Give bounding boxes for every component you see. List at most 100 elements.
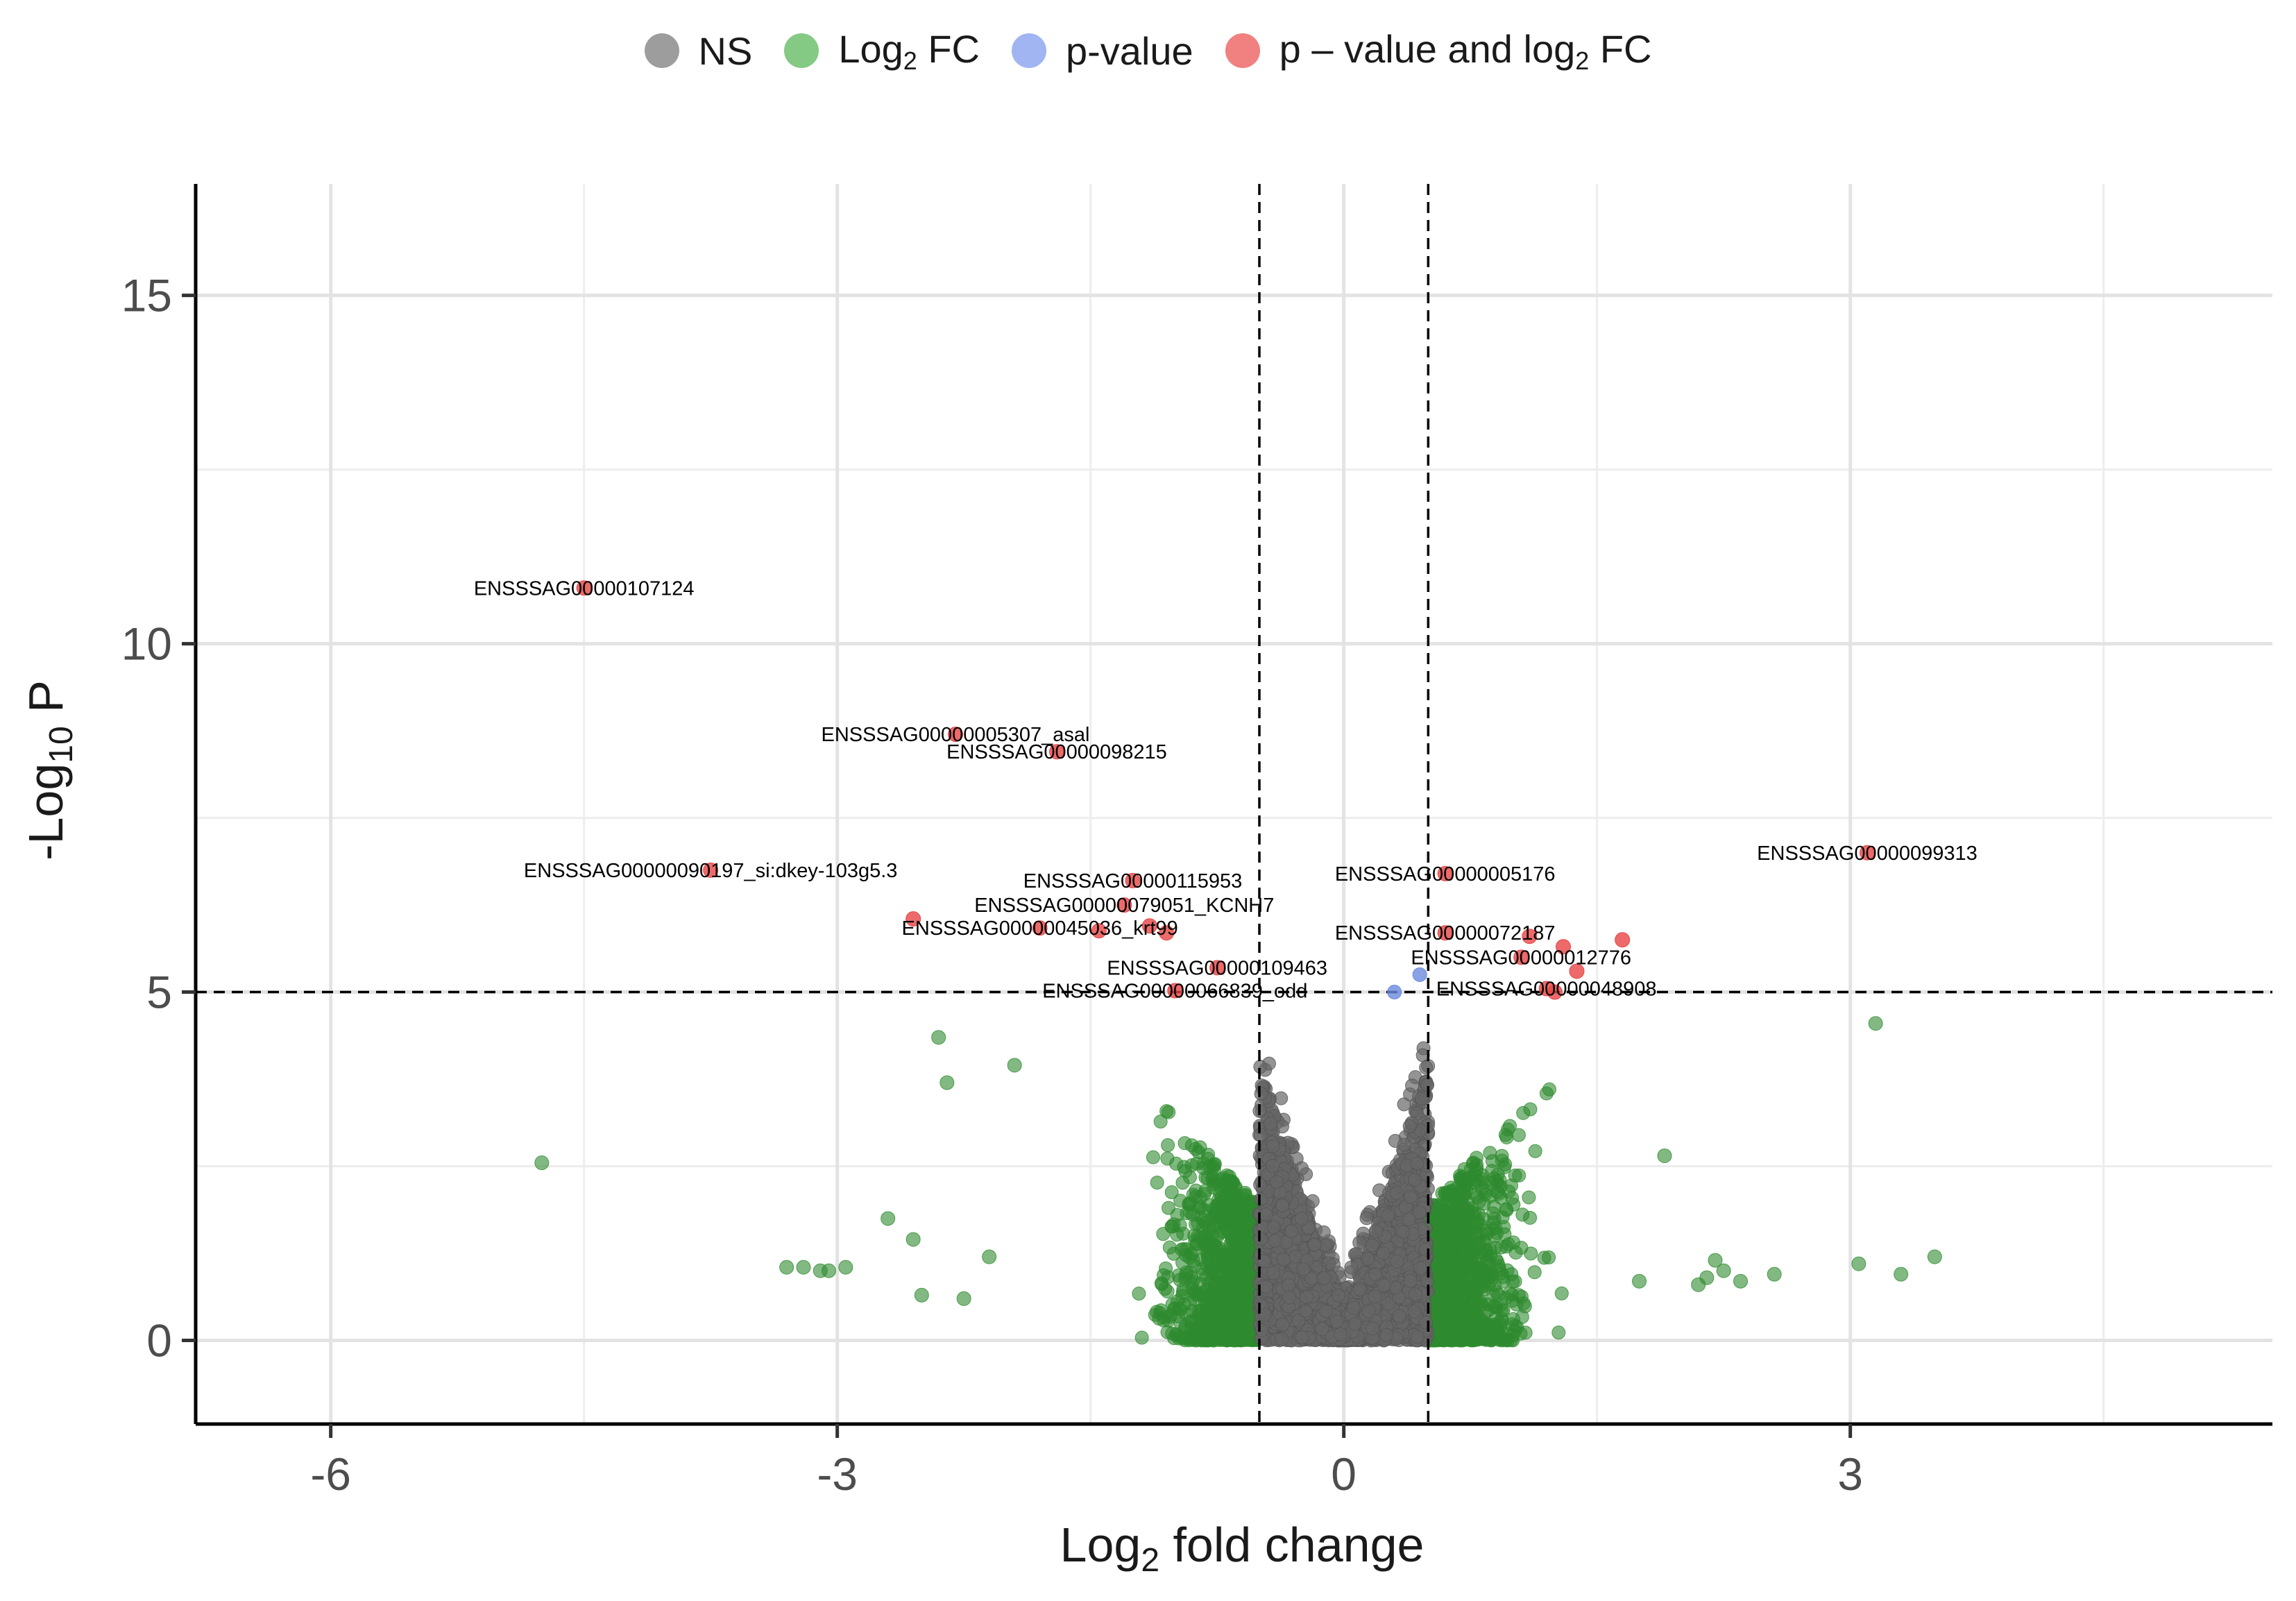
point-ns [1408, 1287, 1422, 1302]
point-log2fc [1537, 1251, 1551, 1265]
point-log2fc [1214, 1282, 1228, 1296]
point-ns [1265, 1158, 1279, 1173]
point-ns [1307, 1237, 1322, 1252]
point-ns [1254, 1192, 1268, 1207]
point-log2fc [1851, 1256, 1866, 1271]
point-log2fc [1161, 1313, 1175, 1328]
point-log2fc [1191, 1229, 1205, 1244]
point-ns [1407, 1305, 1422, 1319]
point-log2fc [1504, 1178, 1519, 1193]
point-log2fc [1472, 1194, 1486, 1209]
y-tick-label: 10 [121, 618, 172, 670]
point-log2fc [1868, 1016, 1883, 1031]
point-ns [1254, 1087, 1268, 1101]
point-log2fc [1235, 1309, 1250, 1323]
point-log2fc [905, 1232, 921, 1247]
point-ns [1259, 1280, 1273, 1294]
point-ns [1253, 1232, 1268, 1246]
point-ns [1389, 1186, 1404, 1201]
point-ns [1344, 1260, 1359, 1275]
point-ns [1263, 1117, 1277, 1131]
point-ns [1409, 1156, 1424, 1171]
point-log2fc [1465, 1156, 1480, 1171]
point-log2fc [1132, 1287, 1146, 1301]
point-ns [1329, 1314, 1344, 1329]
point-log2fc [1468, 1273, 1483, 1287]
point-log2fc [1193, 1140, 1207, 1155]
point-ns [1413, 1261, 1428, 1276]
point-log2fc [1178, 1164, 1193, 1178]
point-ns [1294, 1212, 1309, 1226]
point-ns [1284, 1224, 1299, 1239]
point-ns [1368, 1267, 1383, 1282]
point-ns [1410, 1330, 1425, 1344]
point-log2fc [1716, 1263, 1731, 1278]
point-ns [1295, 1161, 1309, 1176]
point-log2fc [1196, 1203, 1211, 1217]
point-log2fc [1198, 1216, 1213, 1230]
point-ns [1298, 1303, 1313, 1318]
point-ns [1414, 1092, 1429, 1106]
point-log2fc [1494, 1298, 1508, 1312]
point-log2fc [1201, 1247, 1216, 1262]
point-log2fc [1007, 1058, 1022, 1073]
point-log2fc [779, 1260, 794, 1275]
point-log2fc [1224, 1202, 1239, 1217]
x-tick-label: 0 [1331, 1448, 1357, 1500]
point-log2fc [914, 1287, 929, 1303]
point-ns [1259, 1207, 1273, 1221]
legend-swatch-ns-icon [644, 33, 679, 68]
point-ns [1276, 1253, 1291, 1267]
point-log2fc [1233, 1251, 1248, 1265]
point-ns [1368, 1289, 1382, 1304]
point-ns [1269, 1175, 1284, 1189]
point-log2fc [1175, 1176, 1190, 1190]
point-log2fc [982, 1249, 997, 1264]
point-ns [1296, 1262, 1311, 1276]
point-log2fc [1554, 1286, 1569, 1301]
point-ns [1332, 1288, 1346, 1303]
point-log2fc [1160, 1151, 1175, 1166]
point-ns [1266, 1139, 1280, 1153]
point-log2fc [1175, 1255, 1190, 1270]
point-ns [1405, 1078, 1420, 1093]
point-ns [1268, 1234, 1282, 1248]
point-log2fc [1474, 1297, 1489, 1312]
legend-swatch-pvalue-and-log2fc-icon [1225, 33, 1260, 68]
point-ns [1353, 1282, 1368, 1297]
point-log2fc [1207, 1158, 1222, 1172]
point-log2fc [1691, 1277, 1706, 1292]
point-log2fc [1193, 1304, 1208, 1319]
point-log2fc [1523, 1102, 1538, 1117]
point-log2fc [1175, 1289, 1190, 1303]
x-tick-label: -3 [817, 1448, 858, 1500]
point-log2fc [1449, 1237, 1464, 1252]
point-ns [1403, 1189, 1418, 1204]
y-axis-title: -Log10 P [19, 680, 80, 861]
point-ns [1419, 1315, 1434, 1330]
point-log2fc [1528, 1144, 1542, 1158]
point-log2fc [1474, 1181, 1489, 1196]
point-ns [1403, 1273, 1418, 1288]
point-log2fc [1211, 1304, 1226, 1319]
point-log2fc [1455, 1266, 1470, 1280]
point-log2fc [1632, 1273, 1647, 1289]
point-log2fc [1214, 1196, 1228, 1210]
point-log2fc [1483, 1332, 1498, 1346]
point-log2fc [1514, 1240, 1529, 1255]
gene-label: ENSSSAG00000099313 [1757, 842, 1978, 865]
point-log2fc [881, 1211, 896, 1226]
point-log2fc [1459, 1183, 1474, 1198]
point-log2fc [1188, 1293, 1202, 1307]
point-ns [1377, 1278, 1391, 1293]
point-ns [1359, 1211, 1374, 1226]
point-log2fc [1500, 1263, 1515, 1278]
point-log2fc [1486, 1221, 1500, 1236]
point-ns [1418, 1242, 1433, 1257]
point-log2fc [1485, 1153, 1499, 1168]
point-log2fc [1219, 1322, 1234, 1337]
x-tick-label: -6 [310, 1448, 351, 1500]
point-log2fc [1435, 1186, 1449, 1201]
legend-swatch-pvalue-icon [1012, 33, 1046, 68]
legend-item-pvalue: p-value [1012, 28, 1193, 74]
